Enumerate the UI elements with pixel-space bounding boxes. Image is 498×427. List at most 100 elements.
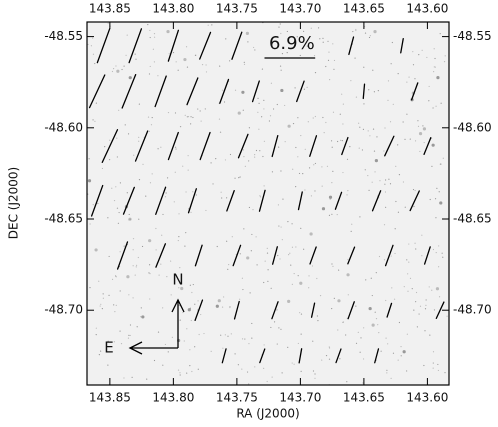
star (294, 364, 295, 365)
star (267, 253, 268, 254)
star (378, 90, 379, 91)
star (155, 228, 156, 229)
star (373, 30, 376, 33)
star (363, 358, 364, 359)
x-tick-label: 143.65 (343, 391, 385, 405)
star (329, 215, 330, 216)
star (281, 70, 282, 71)
star (211, 24, 212, 25)
chart: N E RA (J2000) DEC (J2000) 143.85143.851… (0, 0, 498, 427)
y-tick-label-right: -48.60 (453, 120, 492, 134)
star (309, 167, 310, 168)
star (222, 348, 223, 349)
star (434, 309, 435, 310)
star (246, 256, 249, 259)
star (195, 55, 196, 56)
star (187, 66, 188, 67)
star (225, 334, 226, 335)
star (399, 174, 400, 175)
star (242, 278, 243, 279)
star (194, 346, 195, 347)
star (254, 154, 255, 155)
star (368, 190, 369, 191)
star (183, 58, 186, 61)
star (264, 185, 265, 186)
star (239, 299, 240, 300)
star (221, 192, 222, 193)
star (89, 287, 90, 288)
star (329, 347, 330, 348)
star (217, 246, 218, 247)
star (160, 263, 161, 264)
star (189, 349, 190, 350)
star (136, 265, 137, 266)
star (423, 127, 426, 130)
star (245, 166, 246, 167)
x-tick-label: 143.75 (216, 391, 258, 405)
star (346, 194, 347, 195)
star (391, 63, 392, 64)
star (390, 121, 391, 122)
star (125, 124, 126, 125)
star (150, 66, 151, 67)
star (146, 379, 147, 380)
star (277, 104, 278, 105)
star (123, 66, 124, 67)
star (308, 287, 309, 288)
star (190, 285, 191, 286)
star (112, 279, 113, 280)
star (327, 41, 328, 42)
star (313, 117, 314, 118)
star (252, 209, 253, 210)
star (435, 198, 436, 199)
star (414, 243, 415, 244)
star (360, 352, 361, 353)
x-tick-label-top: 143.80 (152, 2, 194, 16)
star (225, 38, 226, 39)
x-tick-label: 143.80 (152, 391, 194, 405)
star (272, 171, 273, 172)
star (313, 164, 314, 165)
star (342, 172, 343, 173)
star (404, 286, 405, 287)
star (158, 332, 159, 333)
star (362, 382, 363, 383)
star (324, 132, 325, 133)
star (222, 90, 223, 91)
star (149, 73, 150, 74)
star (371, 278, 372, 279)
star (139, 179, 140, 180)
star (271, 288, 272, 289)
star (438, 266, 439, 267)
star (271, 83, 272, 84)
star (331, 214, 332, 215)
star (160, 147, 161, 148)
star (331, 308, 332, 309)
star (337, 141, 338, 142)
star (128, 294, 129, 295)
y-tick-label-right: -48.70 (453, 303, 492, 317)
star (410, 138, 411, 139)
star (289, 253, 290, 254)
star (399, 322, 400, 323)
star (385, 191, 386, 192)
star (372, 324, 375, 327)
star (288, 254, 289, 255)
star (215, 158, 216, 159)
star (118, 110, 119, 111)
star (381, 351, 382, 352)
star (320, 295, 321, 296)
star (166, 276, 167, 277)
star (116, 138, 117, 139)
star (249, 207, 250, 208)
star (210, 162, 211, 163)
star (251, 234, 252, 235)
star (264, 141, 265, 142)
star (323, 42, 324, 43)
star (391, 255, 392, 256)
star (256, 236, 257, 237)
star (318, 27, 319, 28)
star (113, 304, 114, 305)
star (384, 224, 385, 225)
star (124, 246, 125, 247)
